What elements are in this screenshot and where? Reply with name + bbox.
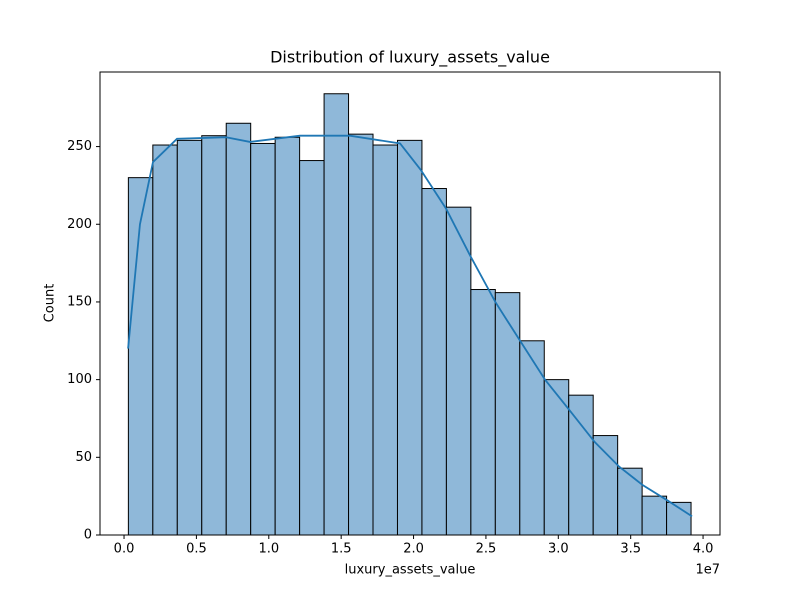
- bar: [274, 136, 301, 536]
- bar: [568, 394, 594, 536]
- x-offset-label: 1e7: [695, 563, 720, 578]
- x-tick-label: 2.5: [476, 542, 497, 557]
- bar: [421, 188, 447, 536]
- bar: [201, 135, 227, 536]
- bar: [445, 206, 472, 536]
- y-tick-label: 250: [67, 139, 92, 154]
- x-tick-label: 1.0: [258, 542, 279, 557]
- x-tick-label: 0.0: [114, 542, 135, 557]
- x-tick-label: 3.5: [620, 542, 641, 557]
- bar: [176, 139, 203, 536]
- bar: [470, 289, 496, 536]
- bar: [641, 495, 668, 536]
- x-tick-label: 3.0: [548, 542, 569, 557]
- chart-title: Distribution of luxury_assets_value: [270, 48, 550, 68]
- x-axis-label: luxury_assets_value: [345, 563, 476, 578]
- plot-frame: [99, 71, 721, 536]
- bar: [348, 133, 374, 536]
- bar: [127, 177, 154, 536]
- y-tick-label: 150: [67, 294, 92, 309]
- bar: [152, 144, 178, 536]
- bar: [299, 160, 325, 536]
- bar: [494, 292, 521, 536]
- bar: [617, 467, 643, 536]
- bar: [323, 93, 350, 536]
- y-tick-label: 50: [75, 450, 92, 465]
- bar: [225, 122, 252, 536]
- x-tick-label: 4.0: [693, 542, 714, 557]
- x-tick-label: 0.5: [186, 542, 207, 557]
- x-tick-label: 1.5: [331, 542, 352, 557]
- kde-line: [127, 134, 693, 518]
- bar: [543, 379, 570, 536]
- bar: [592, 435, 619, 536]
- y-tick-label: 100: [67, 372, 92, 387]
- bar: [250, 142, 276, 536]
- bar: [519, 340, 545, 536]
- bar: [396, 139, 423, 536]
- y-axis-label: Count: [43, 284, 58, 323]
- y-tick-label: 200: [67, 217, 92, 232]
- x-tick-label: 2.0: [403, 542, 424, 557]
- bar: [666, 501, 692, 536]
- y-tick-label: 0: [84, 528, 92, 543]
- bar: [372, 144, 398, 536]
